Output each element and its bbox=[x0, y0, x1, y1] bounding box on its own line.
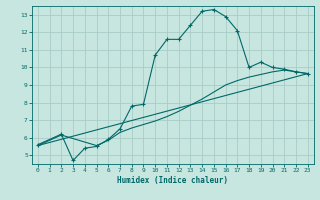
X-axis label: Humidex (Indice chaleur): Humidex (Indice chaleur) bbox=[117, 176, 228, 185]
